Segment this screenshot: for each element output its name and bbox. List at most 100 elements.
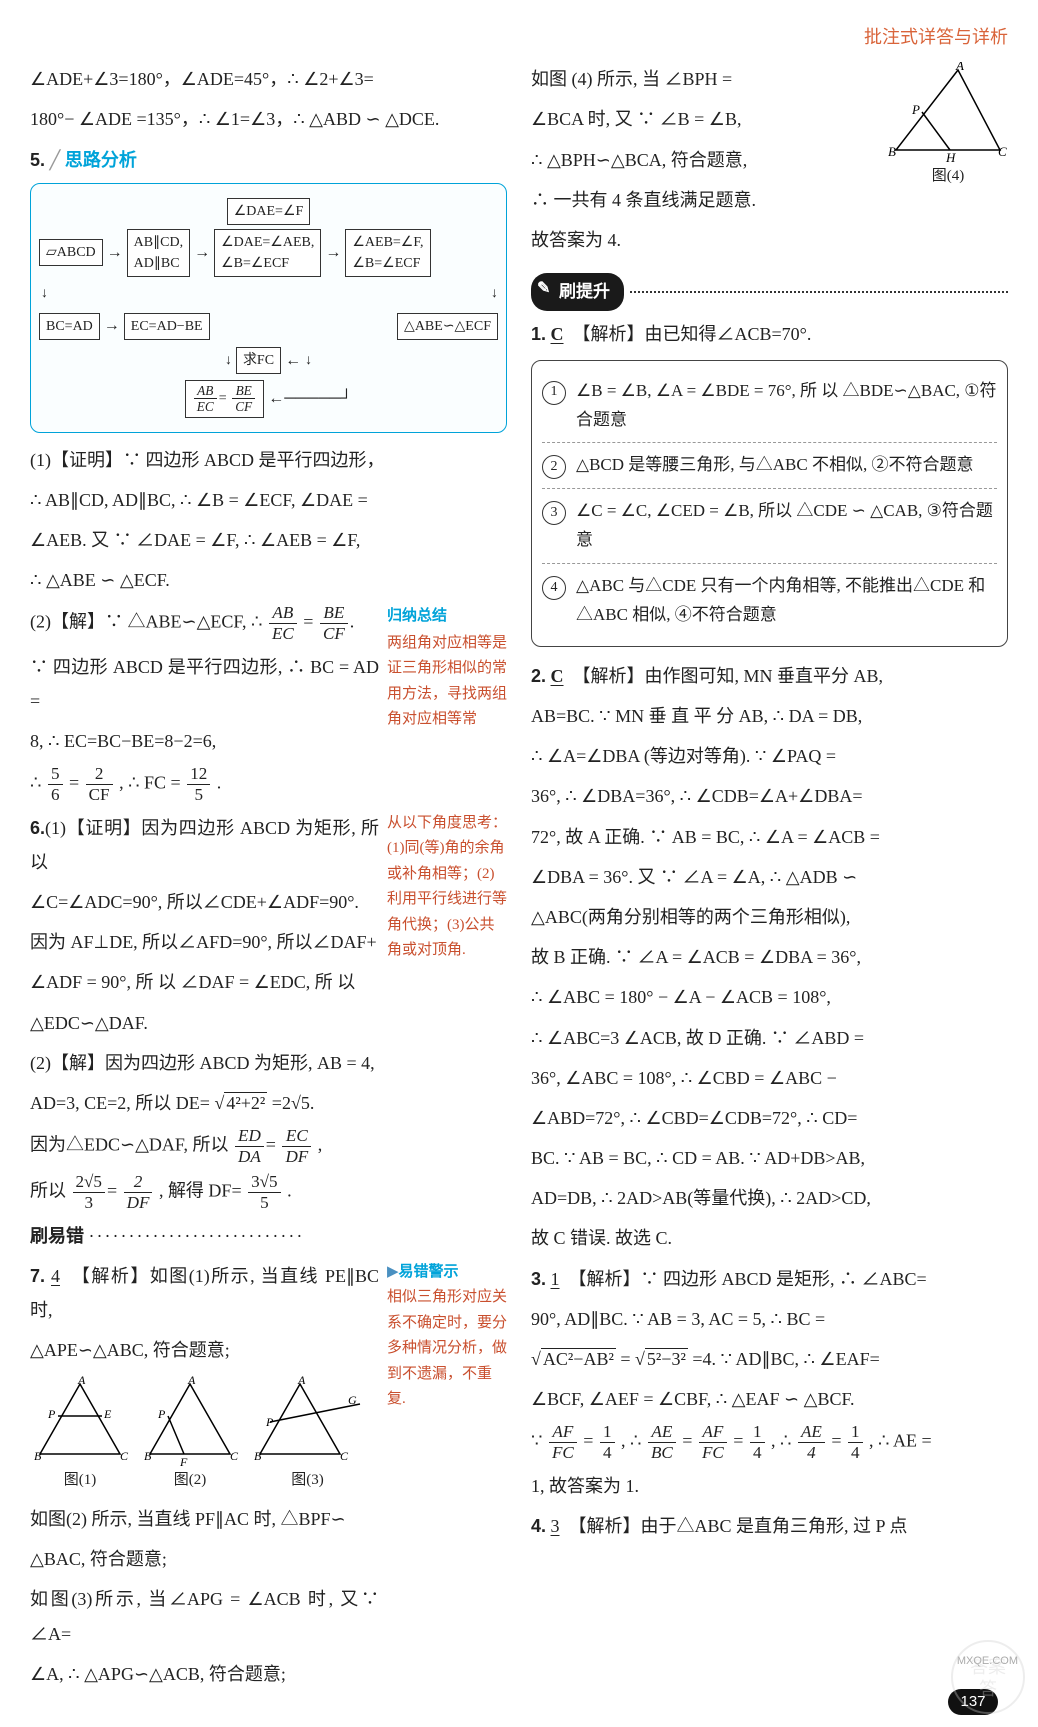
q5-num: 5. bbox=[30, 150, 45, 170]
flow-box: AB∥CD, AD∥BC bbox=[127, 229, 190, 277]
svg-text:B: B bbox=[144, 1449, 152, 1463]
rq1-ans: C bbox=[551, 324, 564, 344]
flow-box: ▱ABCD bbox=[39, 239, 103, 266]
q5-proof-3: ∠AEB. 又 ∵ ∠DAE = ∠F, ∴ ∠AEB = ∠F, bbox=[30, 523, 507, 557]
q5-sol-last: ∴ 56 = 2CF , ∴ FC = 125 . bbox=[30, 764, 379, 804]
rq3: 3. 1 【解析】∵ 四边形 ABCD 是矩形, ∴ ∠ABC= 90°, AD… bbox=[531, 1262, 1008, 1503]
rq4-ans: 3 bbox=[551, 1516, 560, 1536]
q6-p2b: AD=3, CE=2, 所以 DE= 4²+2² =2√5. bbox=[30, 1086, 379, 1120]
q5-proof-1: (1)【证明】∵ 四边形 ABCD 是平行四边形， bbox=[30, 443, 507, 477]
opt-3: ∠C = ∠C, ∠CED = ∠B, 所以 △CDE ∽ △CAB, ③符合题… bbox=[576, 497, 997, 555]
q5-proof-4: ∴ △ABE ∽ △ECF. bbox=[30, 563, 507, 597]
flow-box: △ABE∽△ECF bbox=[397, 313, 498, 340]
svg-text:C: C bbox=[340, 1449, 349, 1463]
svg-text:答案: 答案 bbox=[970, 1657, 1006, 1677]
q5: 5. ╱ 思路分析 ∠DAE=∠F ▱ABCD→ AB∥CD, AD∥BC→ ∠… bbox=[30, 143, 507, 811]
rq4: 4. 3 【解析】由于△ABC 是直角三角形, 过 P 点 bbox=[531, 1509, 1008, 1543]
q7-after-2: △BAC, 符合题意; bbox=[30, 1542, 379, 1576]
q6-p2d: 所以 2√53= 2DF , 解得 DF= 3√55 . bbox=[30, 1172, 379, 1212]
q6-l5: △EDC∽△DAF. bbox=[30, 1006, 379, 1040]
q7-num: 7. bbox=[30, 1266, 45, 1286]
rq3-ans: 1 bbox=[551, 1269, 560, 1289]
rq2-l: 故 C 错误. 故选 C. bbox=[531, 1221, 1008, 1255]
rq2-l: 36°, ∴ ∠DBA=36°, ∴ ∠CDB=∠A+∠DBA= bbox=[531, 779, 1008, 813]
rq3-l5: ∵ AFFC = 14 , ∴ AEBC = AFFC = 14 , ∴ AE4… bbox=[531, 1422, 1008, 1462]
q6-l2: ∠C=∠ADC=90°, 所以∠CDE+∠ADF=90°. bbox=[30, 885, 379, 919]
rq2: 2. C 【解析】由作图可知, MN 垂直平分 AB, AB=BC. ∵ MN … bbox=[531, 659, 1008, 1256]
q7-l2: △APE∽△ABC, 符合题意; bbox=[30, 1333, 379, 1367]
svg-text:E: E bbox=[103, 1407, 112, 1421]
svg-text:C: C bbox=[998, 144, 1007, 159]
circled-4: 4 bbox=[542, 576, 566, 600]
q5-part2-with-note: (2)【解】∵ △ABE∽△ECF, ∴ ABEC = BECF. ∵ 四边形 … bbox=[30, 603, 507, 810]
opt-1: ∠B = ∠B, ∠A = ∠BDE = 76°, 所 以 △BDE∽△BAC,… bbox=[576, 377, 997, 435]
q6-p2c: 因为△EDC∽△DAF, 所以 EDDA= ECDF , bbox=[30, 1126, 379, 1166]
q6-l3: 因为 AF⊥DE, 所以∠AFD=90°, 所以∠DAF+ bbox=[30, 925, 379, 959]
svg-text:P: P bbox=[47, 1407, 56, 1421]
rq3-l2: 90°, AD∥BC. ∵ AB = 3, AC = 5, ∴ BC = bbox=[531, 1302, 1008, 1336]
r-top-5: 故答案为 4. bbox=[531, 223, 1008, 257]
pre-text-2: 180°− ∠ADE =135°，∴ ∠1=∠3，∴ △ABD ∽ △DCE. bbox=[30, 102, 507, 136]
rq2-l: ∴ ∠ABC = 180° − ∠A − ∠ACB = 108°, bbox=[531, 980, 1008, 1014]
page-header: 批注式详答与详析 bbox=[30, 20, 1008, 54]
flow-box: ∠DAE=∠AEB, ∠B=∠ECF bbox=[214, 229, 321, 277]
section-badge: 刷提升 bbox=[531, 273, 624, 311]
right-column: A P H B C 图(4) 如图 (4) 所示, 当 ∠BPH = ∠BCA … bbox=[531, 62, 1008, 1697]
rq3-l4: ∠BCF, ∠AEF = ∠CBF, ∴ △EAF ∽ △BCF. bbox=[531, 1382, 1008, 1416]
section-err: 刷易错 ··························· bbox=[30, 1219, 507, 1253]
right-top-block: A P H B C 图(4) 如图 (4) 所示, 当 ∠BPH = ∠BCA … bbox=[531, 62, 1008, 263]
rq2-l: ∠ABD=72°, ∴ ∠CBD=∠CDB=72°, ∴ CD= bbox=[531, 1101, 1008, 1135]
q7-ans: 4 bbox=[51, 1266, 60, 1286]
q5-sol-l2: 8, ∴ EC=BC−BE=8−2=6, bbox=[30, 724, 379, 758]
svg-text:F: F bbox=[179, 1455, 188, 1466]
rq2-l: 72°, 故 A 正确. ∵ AB = BC, ∴ ∠A = ∠ACB = bbox=[531, 820, 1008, 854]
svg-text:A: A bbox=[955, 62, 964, 73]
note-title: 归纳总结 bbox=[387, 603, 507, 629]
circled-2: 2 bbox=[542, 455, 566, 479]
svg-text:答: 答 bbox=[979, 1679, 997, 1699]
q7-after-1: 如图(2) 所示, 当直线 PF∥AC 时, △BPF∽ bbox=[30, 1502, 379, 1536]
flow-box: EC=AD−BE bbox=[124, 313, 210, 340]
left-column: ∠ADE+∠3=180°，∠ADE=45°，∴ ∠2+∠3= 180°− ∠AD… bbox=[30, 62, 507, 1697]
circled-3: 3 bbox=[542, 501, 566, 525]
margin-note-1: 归纳总结 两组角对应相等是证三角形相似的常用方法，寻找两组角对应相等常 bbox=[387, 603, 507, 810]
fig-3: A P G B C 图(3) bbox=[250, 1376, 365, 1495]
svg-text:H: H bbox=[945, 150, 956, 162]
triangle-figures: A P E B C 图(1) A P bbox=[30, 1376, 379, 1495]
svg-text:A: A bbox=[187, 1376, 196, 1387]
svg-text:B: B bbox=[254, 1449, 262, 1463]
q7-after-3: 如图(3)所示, 当∠APG = ∠ACB 时, 又∵ ∠A= bbox=[30, 1582, 379, 1650]
svg-text:A: A bbox=[77, 1376, 86, 1387]
svg-text:G: G bbox=[348, 1393, 357, 1407]
rq1-head: 1. C 【解析】由已知得∠ACB=70°. bbox=[531, 317, 1008, 351]
rq2-l: 36°, ∠ABC = 108°, ∴ ∠CBD = ∠ABC − bbox=[531, 1061, 1008, 1095]
watermark-icon: 答案 答 bbox=[948, 1637, 1028, 1717]
flow-box: ABEC= BECF bbox=[185, 380, 264, 418]
rq3-l3: AC²−AB² = 5²−3² =4. ∵ AD∥BC, ∴ ∠EAF= bbox=[531, 1342, 1008, 1376]
flow-box: BC=AD bbox=[39, 313, 100, 340]
rq2-l: 故 B 正确. ∵ ∠A = ∠ACB = ∠DBA = 36°, bbox=[531, 940, 1008, 974]
two-column-layout: ∠ADE+∠3=180°，∠ADE=45°，∴ ∠2+∠3= 180°− ∠AD… bbox=[30, 62, 1008, 1697]
svg-text:P: P bbox=[157, 1407, 166, 1421]
svg-text:C: C bbox=[120, 1449, 129, 1463]
q6-with-note: 6.(1)【证明】因为四边形 ABCD 为矩形, 所以 ∠C=∠ADC=90°,… bbox=[30, 811, 507, 1219]
q5-sol-head: (2)【解】∵ △ABE∽△ECF, ∴ ABEC = BECF. bbox=[30, 603, 379, 643]
rq2-l: ∴ ∠A=∠DBA (等边对等角). ∵ ∠PAQ = bbox=[531, 739, 1008, 773]
svg-text:B: B bbox=[888, 144, 896, 159]
fig-4: A P H B C 图(4) bbox=[888, 62, 1008, 191]
rq2-l: △ABC(两角分别相等的两个三角形相似), bbox=[531, 900, 1008, 934]
analysis-title: 思路分析 bbox=[65, 150, 137, 170]
svg-text:C: C bbox=[230, 1449, 239, 1463]
opt-4: △ABC 与△CDE 只有一个内角相等, 不能推出△CDE 和△ABC 相似, … bbox=[576, 572, 997, 630]
rq2-l: AD=DB, ∴ 2AD>AB(等量代换), ∴ 2AD>CD, bbox=[531, 1181, 1008, 1215]
svg-text:B: B bbox=[34, 1449, 42, 1463]
q7-with-note: 7. 4 【解析】如图(1)所示, 当直线 PE∥BC 时, △APE∽△ABC… bbox=[30, 1259, 507, 1697]
options-box: 1 ∠B = ∠B, ∠A = ∠BDE = 76°, 所 以 △BDE∽△BAC… bbox=[531, 360, 1008, 647]
fig-2: A P F B C 图(2) bbox=[140, 1376, 240, 1495]
q5-sol-l1: ∵ 四边形 ABCD 是平行四边形, ∴ BC = AD = bbox=[30, 650, 379, 718]
flow-box: ∠DAE=∠F bbox=[227, 198, 311, 225]
circled-1: 1 bbox=[542, 381, 566, 405]
svg-text:A: A bbox=[297, 1376, 306, 1387]
pre-text-1: ∠ADE+∠3=180°，∠ADE=45°，∴ ∠2+∠3= bbox=[30, 62, 507, 96]
flow-diagram: ∠DAE=∠F ▱ABCD→ AB∥CD, AD∥BC→ ∠DAE=∠AEB, … bbox=[30, 183, 507, 433]
